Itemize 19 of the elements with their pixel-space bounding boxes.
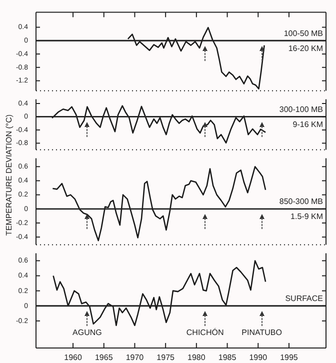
ref-line-label: CHICHÓN bbox=[186, 328, 224, 338]
x-tick-label: 1995 bbox=[280, 353, 298, 362]
annotation: 16-20 KM bbox=[288, 44, 324, 53]
x-tick-label: 1980 bbox=[188, 353, 206, 362]
annotation: 9-16 KM bbox=[292, 120, 324, 129]
y-axis-title: TEMPERATURE DEVIATION (°C) bbox=[4, 114, 14, 236]
x-tick-label: 1960 bbox=[64, 353, 82, 362]
ref-line-label: AGUNG bbox=[72, 328, 102, 338]
x-tick-label: 1965 bbox=[94, 353, 114, 362]
annotation: 300-100 MB bbox=[279, 104, 323, 114]
ref-line-label: PINATUBO bbox=[242, 328, 282, 338]
x-tick-label: 1985 bbox=[218, 353, 237, 362]
x-tick-label: 1975 bbox=[156, 353, 176, 362]
annotation: SURFACE bbox=[285, 294, 323, 304]
annotation: 1.5-9 KM bbox=[290, 212, 324, 222]
x-tick-label: 1970 bbox=[126, 353, 144, 362]
x-tick-label: 1990 bbox=[249, 353, 268, 362]
annotation: 100-50 MB bbox=[284, 28, 323, 38]
annotation: 850-300 MB bbox=[279, 197, 323, 206]
